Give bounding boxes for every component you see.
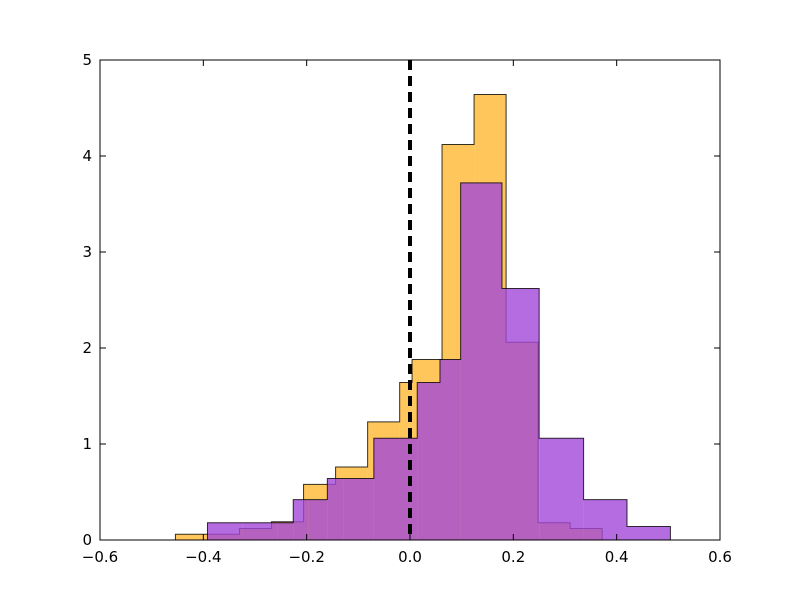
series-2-bar-11 xyxy=(460,182,502,540)
series-2-bar-15 xyxy=(627,526,671,540)
series-2-bar-13 xyxy=(539,438,584,540)
y-tick-label: 2 xyxy=(82,339,92,357)
series-2-bar-12 xyxy=(501,288,540,540)
series-2-bar-4 xyxy=(293,499,309,540)
x-tick-label: 0.0 xyxy=(398,548,422,566)
series-layer xyxy=(174,94,671,541)
series-2-bar-5 xyxy=(308,499,328,540)
x-tick-label: 0.4 xyxy=(605,548,629,566)
series-2-bar-14 xyxy=(583,499,627,540)
series-2-bar-8 xyxy=(373,438,418,540)
series-2-outline xyxy=(206,182,671,540)
tick-label-layer: −0.6 −0.4 −0.2 0.0 0.2 0.4 0.6 0 1 2 3 4 5 xyxy=(82,51,732,566)
series-2-bar-10 xyxy=(439,359,461,540)
series-2-bar-2 xyxy=(242,522,278,540)
series-2-bar-7 xyxy=(343,478,374,540)
series-2-bar-9 xyxy=(417,382,440,540)
x-tick-label: −0.6 xyxy=(82,548,118,566)
series-2 xyxy=(206,182,671,540)
x-tick-label: −0.4 xyxy=(185,548,221,566)
series-2-bar-1 xyxy=(207,522,243,540)
y-tick-label: 0 xyxy=(82,531,92,549)
x-tick-label: 0.2 xyxy=(501,548,525,566)
y-tick-label: 1 xyxy=(82,435,92,453)
y-tick-label: 3 xyxy=(82,243,92,261)
tick-layer xyxy=(99,59,721,541)
x-tick-label: 0.6 xyxy=(708,548,732,566)
series-2-bar-6 xyxy=(327,478,344,540)
x-tick-label: −0.2 xyxy=(288,548,324,566)
y-tick-label: 4 xyxy=(82,147,92,165)
series-2-bar-3 xyxy=(277,522,294,540)
y-tick-label: 5 xyxy=(82,51,92,69)
series-1-bar-1 xyxy=(175,534,208,540)
